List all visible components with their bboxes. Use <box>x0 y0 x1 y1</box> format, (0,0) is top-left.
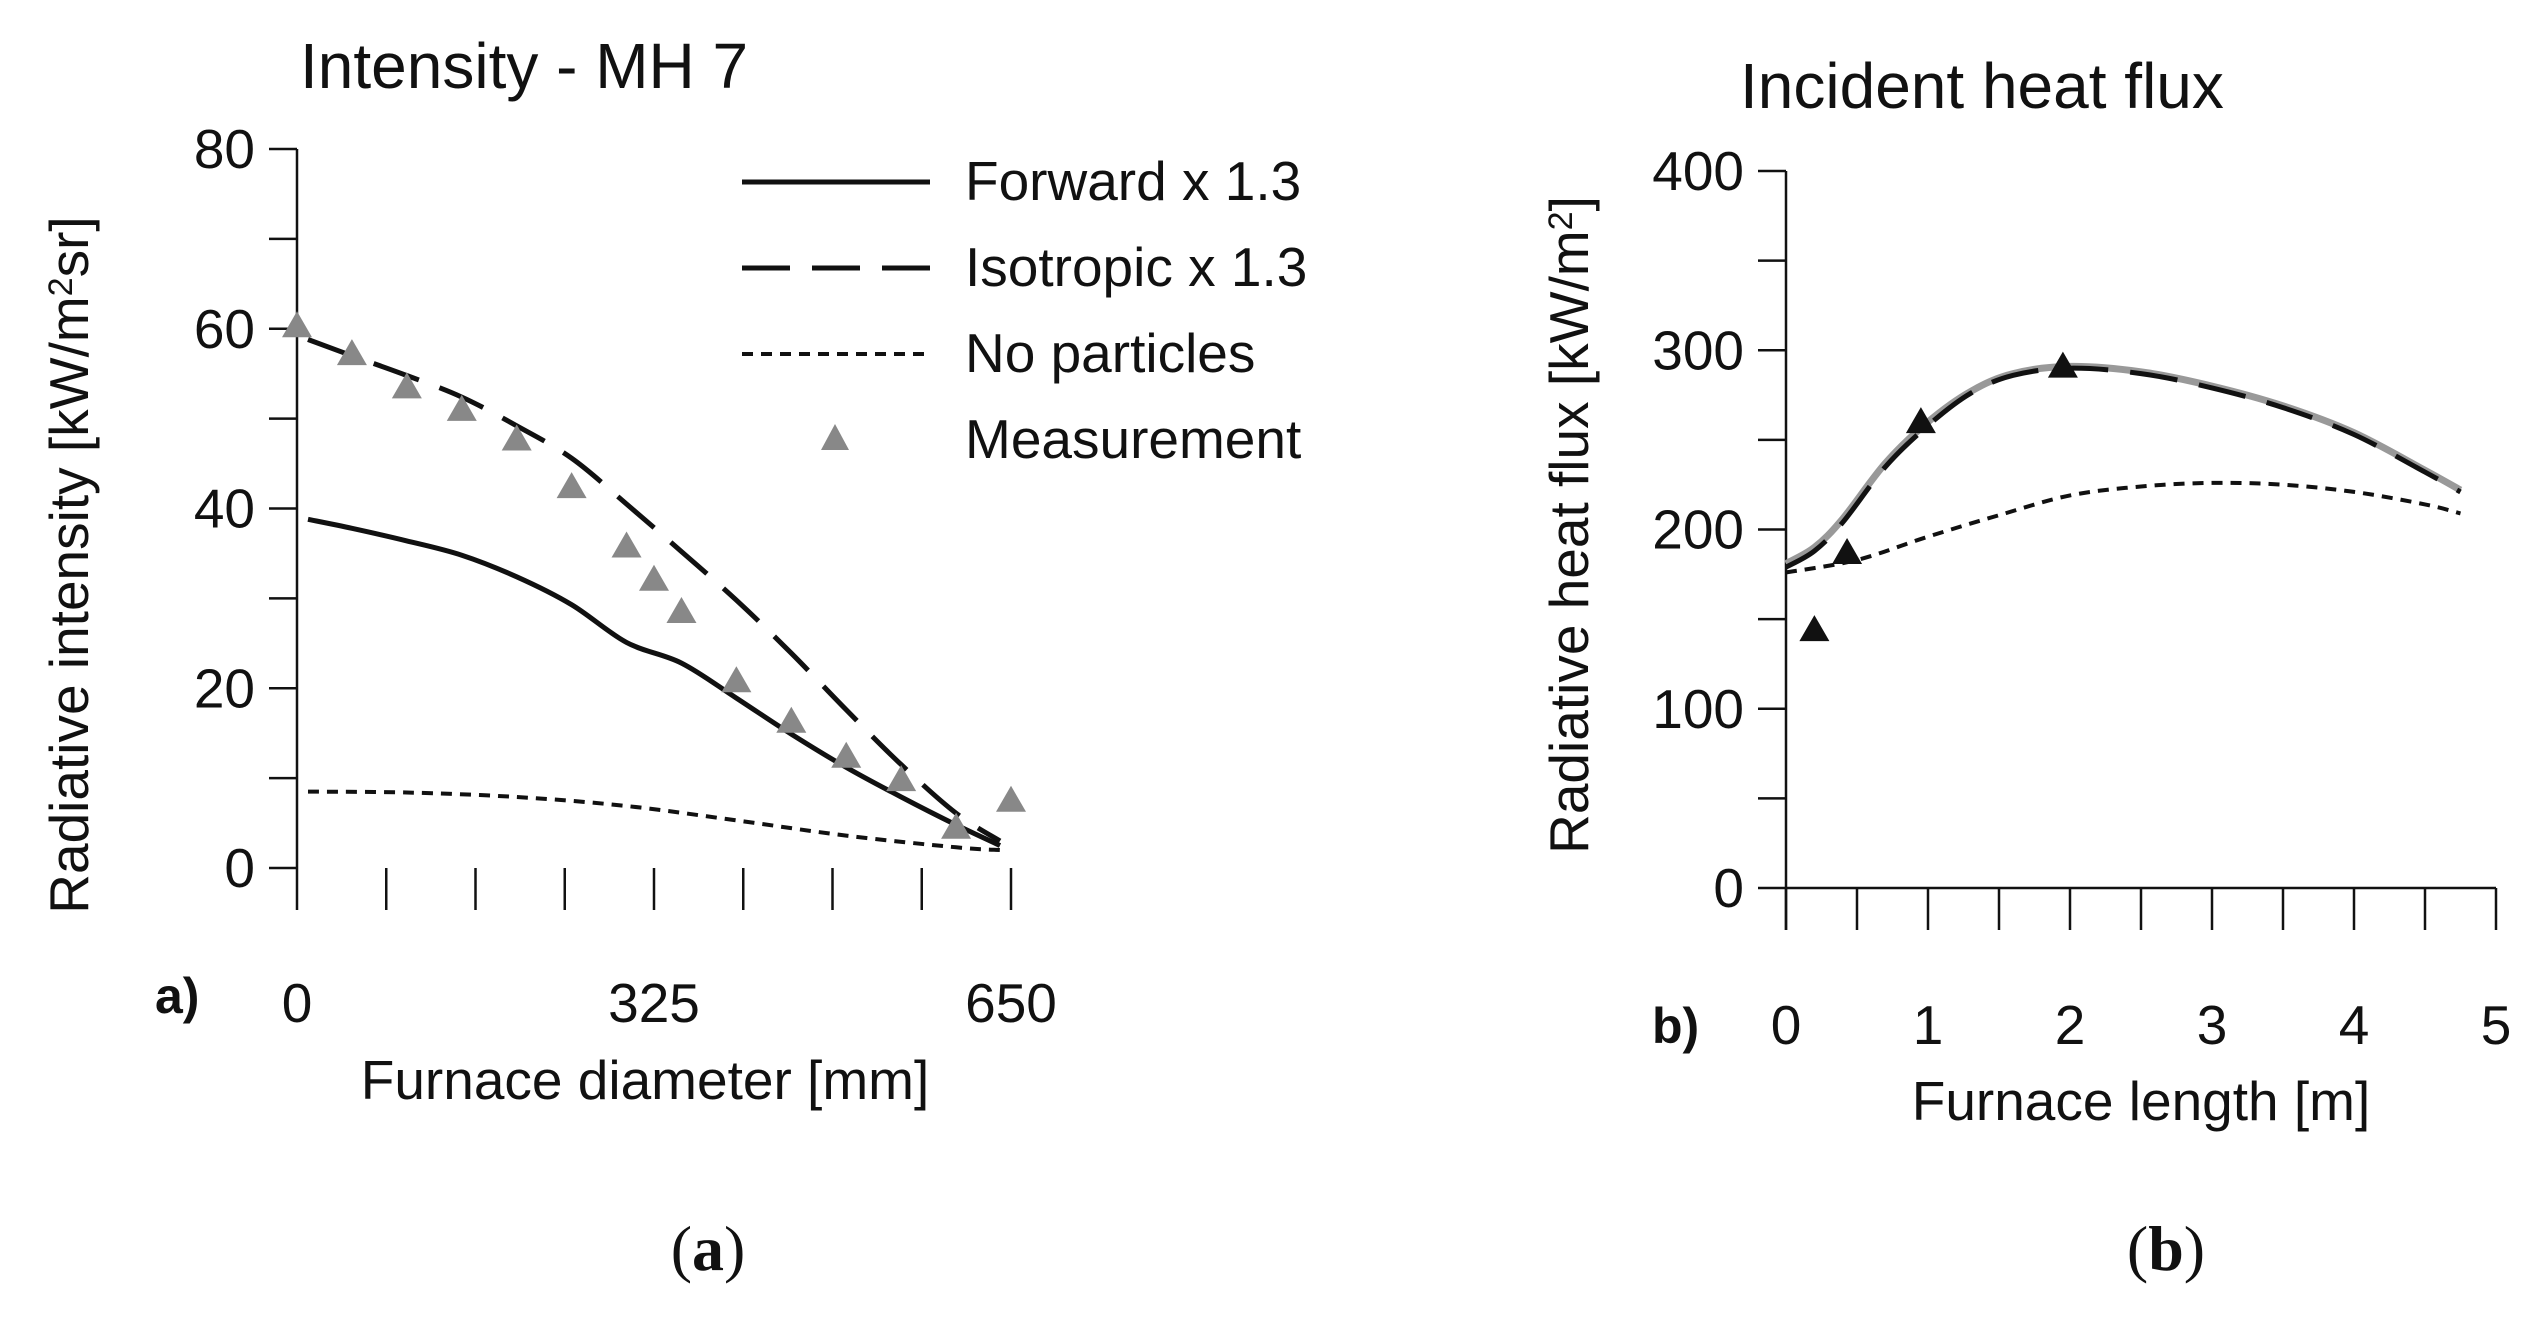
y-tick-label: 400 <box>1652 140 1744 202</box>
chart-a-title: Intensity - MH 7 <box>300 30 748 102</box>
x-tick-label: 2 <box>2055 994 2086 1056</box>
chart-a-legend: Forward x 1.3 Isotropic x 1.3 No particl… <box>742 150 1307 470</box>
measurement-marker <box>501 424 532 451</box>
y-tick-label: 200 <box>1652 499 1744 561</box>
chart-a-axes <box>269 147 1013 910</box>
legend-label-isotropic: Isotropic x 1.3 <box>965 236 1307 298</box>
x-tick-label: 0 <box>1771 994 1802 1056</box>
measurement-marker <box>666 597 697 624</box>
y-tick-label: 80 <box>194 118 255 180</box>
caption-b-letter: b <box>2148 1213 2184 1284</box>
measurement-marker <box>282 311 312 338</box>
measurement-marker <box>446 394 477 421</box>
legend-label-measurement: Measurement <box>965 408 1301 470</box>
x-tick-label: 4 <box>2339 994 2370 1056</box>
chart-a-series <box>282 311 1026 852</box>
y-tick-label: 20 <box>194 657 255 719</box>
chart-a-x-tick-labels: 0 325 650 <box>282 972 1057 1034</box>
chart-b-axes <box>1758 169 2498 930</box>
measurement-marker <box>1799 615 1830 642</box>
y-tick-label: 300 <box>1652 319 1744 381</box>
measurement-marker <box>776 706 807 733</box>
measurement-marker <box>1905 407 1936 434</box>
chart-a-y-tick-labels: 0 20 40 60 80 <box>194 118 255 899</box>
y-tick-label: 0 <box>224 837 255 899</box>
x-tick-label: 5 <box>2481 994 2512 1056</box>
series-line-no-particles <box>307 789 1001 852</box>
series-line-isotropic-x-1-3 <box>1784 365 2462 570</box>
y-tick-label: 0 <box>1713 857 1744 919</box>
caption-a-close: ) <box>724 1213 745 1284</box>
caption-a-open: ( <box>671 1213 692 1284</box>
x-tick-label: 0 <box>282 972 313 1034</box>
chart-b-ylabel-main: Radiative heat flux [kW/m <box>1538 230 1600 854</box>
measurement-marker <box>336 339 367 366</box>
measurement-marker <box>2047 351 2078 378</box>
legend-label-no-particles: No particles <box>965 322 1255 384</box>
chart-b-ylabel-sup: 2 <box>1542 211 1580 230</box>
caption-b: (b) <box>2127 1213 2205 1284</box>
chart-a-ylabel-tail: sr] <box>38 216 100 277</box>
chart-a-ylabel-main: Radiative intensity [kW/m <box>38 296 100 913</box>
panel-b: Incident heat flux b) Furnace length [m]… <box>1538 50 2511 1132</box>
caption-a: (a) <box>671 1213 746 1284</box>
measurement-marker <box>556 472 587 499</box>
chart-a-panel-label: a) <box>155 968 199 1024</box>
measurement-marker <box>1832 538 1863 565</box>
measurement-marker <box>611 531 642 558</box>
chart-a-ylabel-sup: 2 <box>42 277 80 296</box>
series-line-isotropic-x-1-3 <box>307 337 1002 844</box>
x-tick-label: 1 <box>1913 994 1944 1056</box>
caption-b-open: ( <box>2127 1213 2148 1284</box>
chart-b-y-tick-labels: 0 100 200 300 400 <box>1652 140 1744 919</box>
chart-b-panel-label: b) <box>1652 998 1699 1054</box>
measurement-marker <box>721 666 752 693</box>
chart-b-ylabel: Radiative heat flux [kW/m2] <box>1538 196 1600 854</box>
caption-a-letter: a <box>692 1213 724 1284</box>
y-tick-label: 40 <box>194 478 255 540</box>
x-tick-label: 325 <box>608 972 700 1034</box>
x-tick-label: 650 <box>965 972 1057 1034</box>
measurement-marker <box>886 765 917 792</box>
series-line-forward-x-1-3 <box>307 516 1002 848</box>
chart-b-ylabel-tail: ] <box>1538 196 1600 211</box>
measurement-marker <box>996 785 1026 812</box>
y-tick-label: 60 <box>194 298 255 360</box>
measurement-marker <box>941 812 972 839</box>
legend-label-forward: Forward x 1.3 <box>965 150 1301 212</box>
x-tick-label: 3 <box>2197 994 2228 1056</box>
chart-b-xlabel: Furnace length [m] <box>1912 1070 2371 1132</box>
panel-a: Intensity - MH 7 a) Furnace diameter [mm… <box>38 30 1307 1111</box>
chart-b-x-tick-labels: 0 1 2 3 4 5 <box>1771 994 2512 1056</box>
chart-a-ylabel: Radiative intensity [kW/m2sr] <box>38 216 100 913</box>
measurement-marker <box>639 564 669 591</box>
measurement-marker <box>391 372 422 399</box>
series-line-no-particles <box>1785 480 2462 575</box>
chart-b-title: Incident heat flux <box>1740 50 2224 122</box>
legend-swatch-measurement <box>821 424 849 450</box>
y-tick-label: 100 <box>1652 678 1744 740</box>
measurement-marker <box>831 741 862 768</box>
caption-b-close: ) <box>2184 1213 2205 1284</box>
chart-a-xlabel: Furnace diameter [mm] <box>361 1049 930 1111</box>
chart-b-series <box>1784 351 2463 642</box>
